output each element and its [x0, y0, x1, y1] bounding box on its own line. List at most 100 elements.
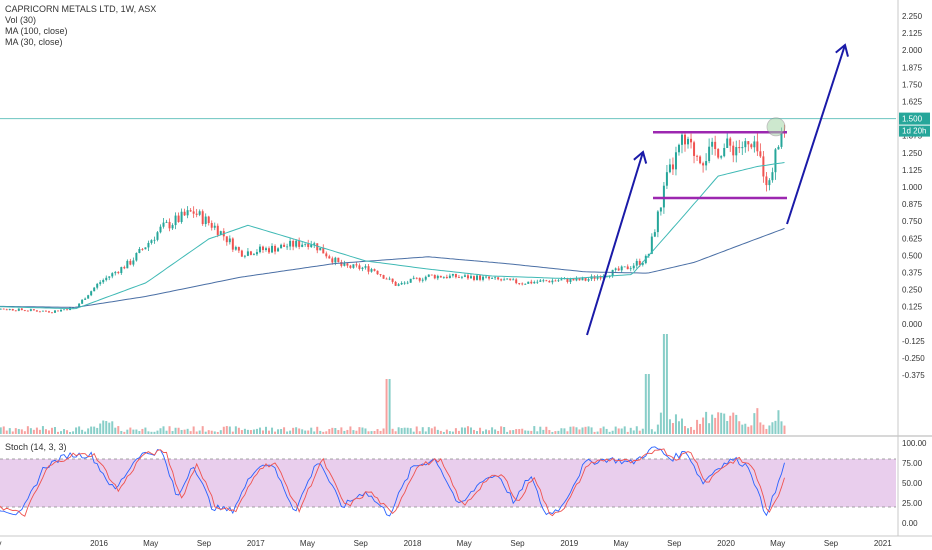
candle-body — [430, 274, 433, 276]
stoch-axis[interactable]: 100.00 75.00 50.00 25.00 0.00 — [902, 439, 927, 528]
volume-bar — [578, 429, 581, 434]
volume-bar — [509, 430, 512, 434]
candle-body — [87, 295, 90, 299]
volume-bar — [210, 430, 213, 434]
price-tick-label: -0.375 — [902, 371, 925, 380]
volume-bar — [32, 429, 35, 434]
volume-bar — [289, 430, 292, 434]
price-tick-label: 0.375 — [902, 269, 923, 278]
volume-bar — [72, 431, 75, 434]
volume-bar — [503, 427, 506, 434]
time-tick-label: May — [300, 539, 315, 548]
candle-body — [26, 310, 29, 312]
volume-bar — [702, 417, 705, 434]
candle-body — [451, 273, 454, 276]
stoch-lines — [0, 446, 785, 517]
volume-bar — [744, 423, 747, 434]
candle-body — [346, 263, 349, 266]
countdown-badge — [899, 125, 930, 137]
candle-body — [105, 277, 108, 281]
volume-bar — [720, 412, 723, 434]
price-axis[interactable]: 2.2502.1252.0001.8751.7501.6251.5001.375… — [899, 12, 930, 380]
candle-body — [234, 247, 237, 250]
candle-body — [611, 269, 614, 277]
candle-body — [662, 185, 665, 208]
price-tick-label: 1.875 — [902, 63, 923, 72]
volume-bar — [620, 428, 623, 434]
volume-bar — [581, 427, 584, 434]
candle-body — [476, 275, 479, 280]
price-tick-label: 1.750 — [902, 80, 923, 89]
candle-body — [47, 311, 50, 313]
candle-body — [331, 258, 334, 263]
candle-body — [548, 280, 551, 283]
arrow-projected-leg — [786, 44, 846, 225]
volume-bar — [20, 429, 23, 434]
volume-bar — [286, 431, 289, 434]
volume-bar — [439, 430, 442, 434]
candle-body — [530, 281, 533, 284]
volume-bar — [337, 430, 340, 434]
volume-bar — [533, 426, 536, 434]
volume-bar — [569, 426, 572, 434]
arrow-projected-leg-head — [835, 43, 849, 57]
volume-bar — [195, 431, 198, 434]
volume-bar — [343, 430, 346, 434]
volume-bar — [99, 423, 102, 434]
volume-bar — [738, 421, 741, 434]
time-tick-label: Sep — [667, 539, 682, 548]
price-tick-label: 2.250 — [902, 12, 923, 21]
price-badge — [899, 112, 930, 125]
volume-bar — [687, 428, 690, 434]
time-tick-label: 2019 — [560, 539, 578, 548]
candle-body — [349, 265, 352, 268]
candle-body — [466, 275, 469, 279]
stoch-overbought-band — [0, 459, 896, 507]
volume-bar — [566, 431, 569, 434]
volume-bar — [304, 430, 307, 434]
volume-bar — [512, 430, 515, 434]
annotations — [0, 43, 896, 336]
candle-body — [35, 310, 38, 312]
volume-bar — [349, 426, 352, 434]
candle-body — [11, 308, 14, 311]
candle-body — [708, 146, 711, 162]
volume-bar — [406, 427, 409, 434]
time-tick-label: Sep — [510, 539, 525, 548]
candle-body — [237, 247, 240, 251]
volume-bar — [319, 430, 322, 434]
time-axis[interactable]: May 2016 May Sep 2017 May Sep 2018 May Sep 2019 May… — [0, 539, 892, 548]
candle-body — [729, 138, 732, 146]
volume-bar — [711, 414, 714, 434]
volume-bar — [708, 423, 711, 434]
candle-body — [325, 253, 328, 257]
volume-bar — [747, 426, 750, 434]
candle-body — [207, 216, 210, 224]
volume-bar — [69, 431, 72, 434]
stoch-tick-label: 100.00 — [902, 439, 927, 448]
candle-body — [159, 226, 162, 233]
volume-bar — [90, 426, 93, 434]
volume-bar — [192, 426, 195, 434]
volume-bar — [415, 426, 418, 434]
candle-body — [114, 272, 117, 274]
stoch-legend: Stoch (14, 3, 3) — [5, 442, 67, 452]
volume-bar — [409, 428, 412, 434]
time-tick-label: May — [770, 539, 785, 548]
candle-body — [702, 163, 705, 166]
volume-bar — [207, 430, 210, 434]
candle-body — [545, 280, 548, 282]
candle-body — [771, 172, 774, 181]
volume-bar — [693, 429, 696, 434]
candle-body — [551, 280, 554, 283]
volume-bar — [445, 429, 448, 434]
volume-bar — [388, 379, 391, 434]
volume-bar — [653, 431, 656, 434]
volume-bar — [120, 430, 123, 434]
candle-body — [186, 210, 189, 216]
candle-body — [620, 266, 623, 271]
volume-bars — [0, 334, 786, 434]
volume-bar — [174, 427, 177, 434]
candle-body — [60, 309, 63, 312]
